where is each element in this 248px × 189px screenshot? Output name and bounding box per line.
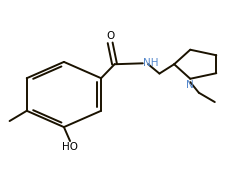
- Text: HO: HO: [62, 142, 78, 152]
- Text: N: N: [186, 80, 194, 90]
- Text: NH: NH: [143, 58, 159, 68]
- Text: O: O: [106, 31, 114, 41]
